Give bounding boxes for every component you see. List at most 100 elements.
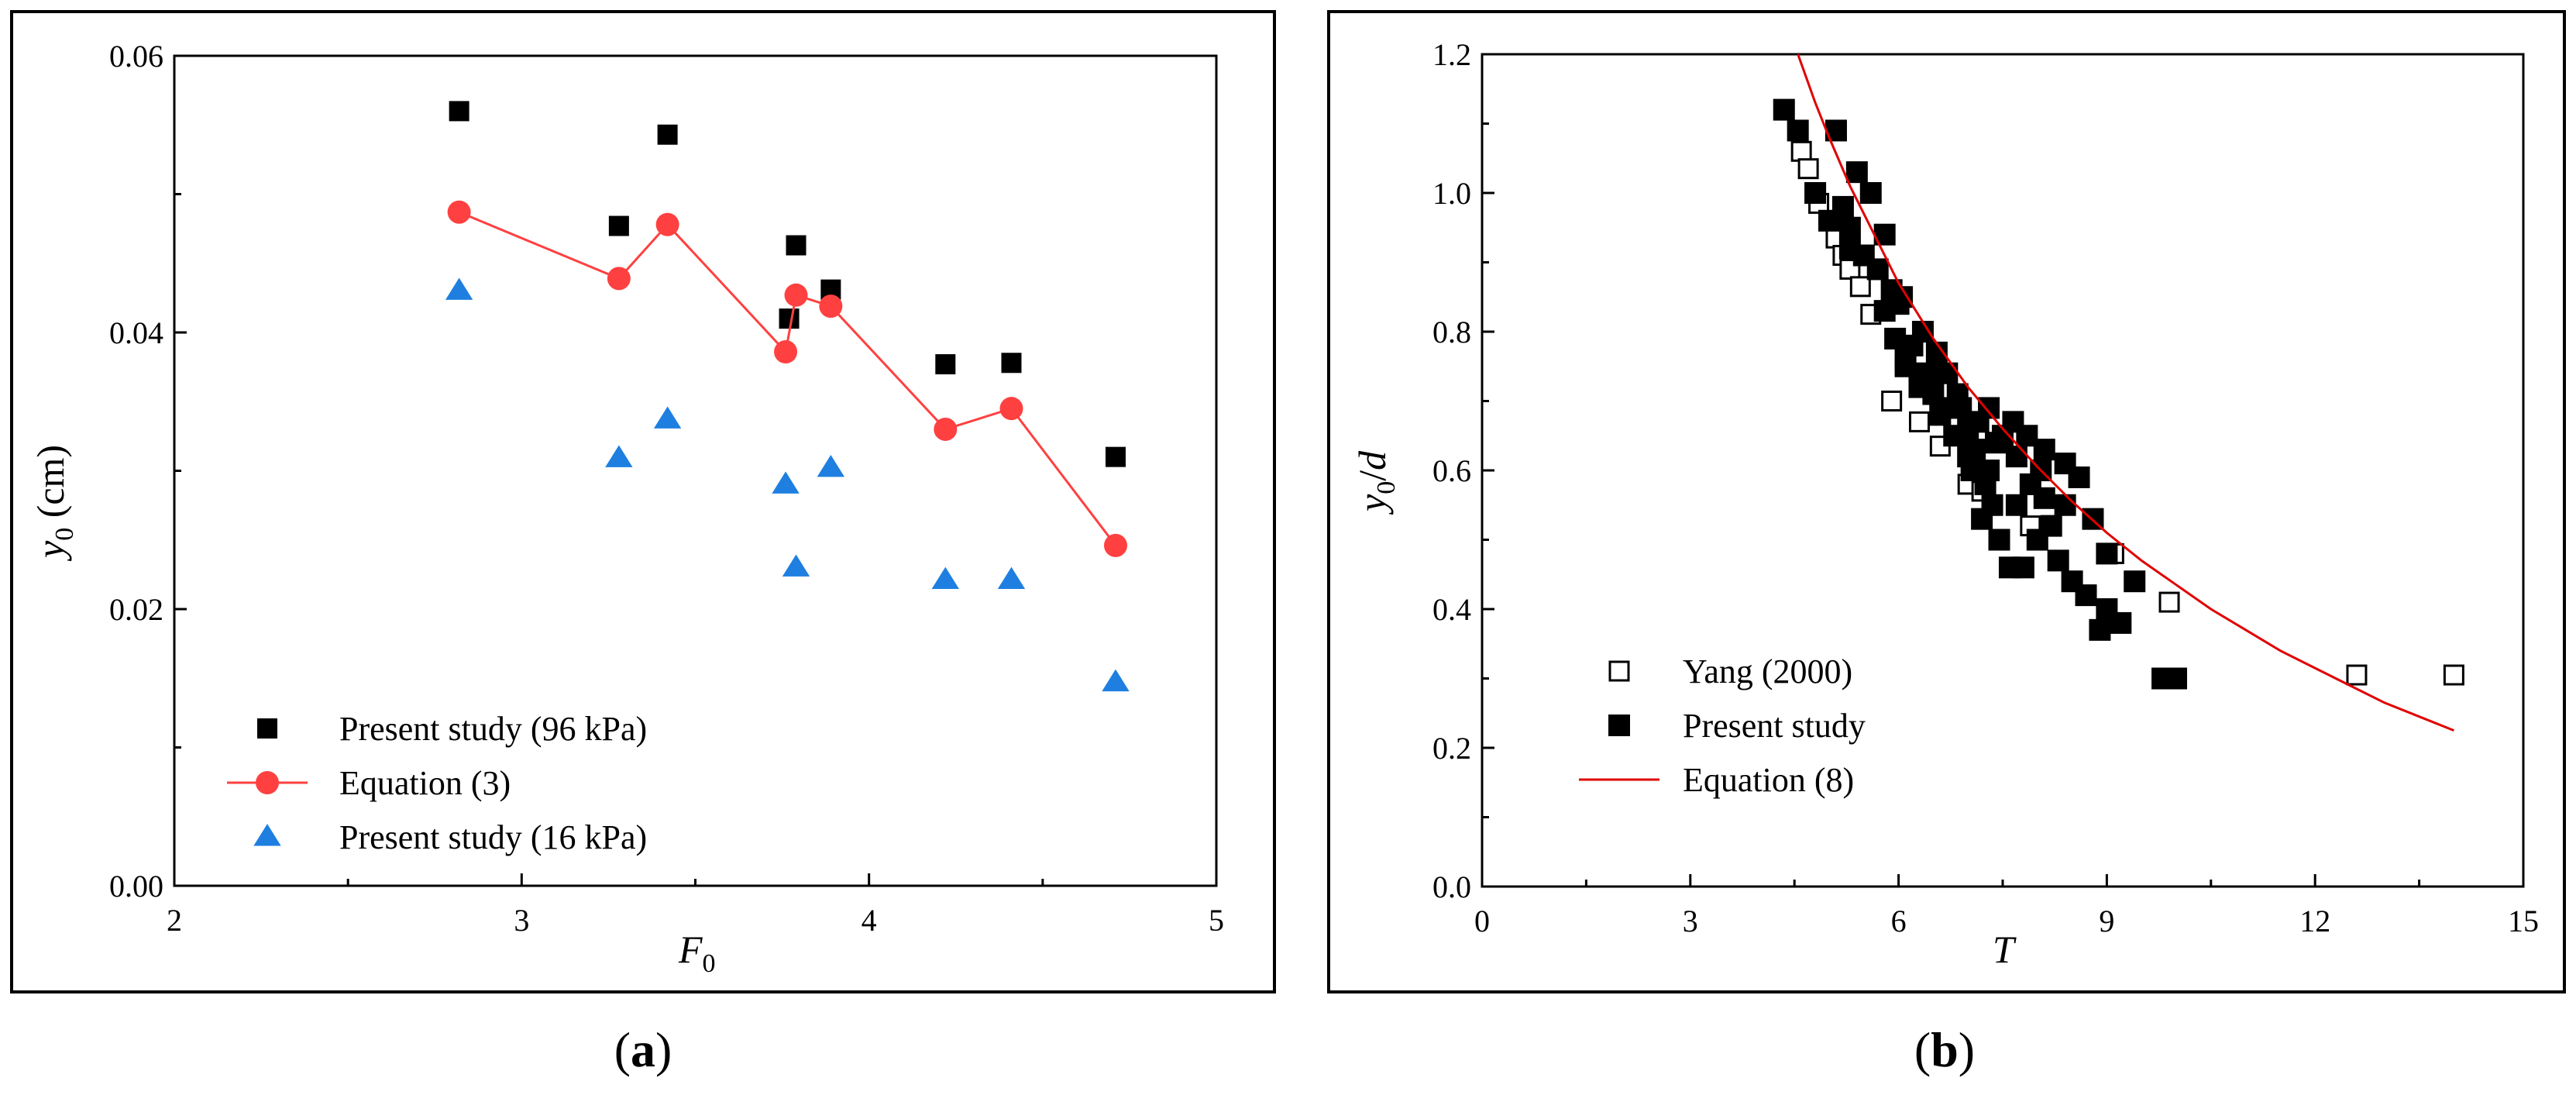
data-point-series-0 [2158,591,2180,613]
data-point-series-1 [2089,618,2111,641]
data-point-series-0 [1001,353,1022,374]
y-tick-label: 1.2 [1432,37,1471,72]
panel-b-tick-labels: 0 3 6 9 12 15 0.0 0.2 0.4 0.6 0.8 1.0 1.2 [1432,37,2539,938]
data-point-series-0 [779,308,800,329]
legend-label-1: Present study [1683,707,1866,745]
data-point-series-1 [1838,216,1861,239]
data-point-series-1 [2054,494,2076,516]
x-tick-label: 0 [1474,904,1490,938]
data-point-series-1 [1804,182,1827,204]
data-point-series-1 [1894,355,1917,377]
data-point-series-1 [1873,300,1896,322]
data-point-series-1 [1978,460,2000,481]
panel-a-caption: (a) [614,1022,672,1077]
data-point-series-1 [1859,182,1882,204]
data-point-series-2 [1102,669,1130,692]
data-point-series-1 [1915,362,1938,384]
data-point-series-1 [2005,494,2027,516]
data-point-series-1 [1978,397,2000,419]
panel-b-legend: Yang (2000) Present study Equation (8) [1579,653,1866,799]
data-point-series-0 [786,235,807,256]
data-point-series-0 [1105,446,1126,467]
data-point-series-1 [2165,667,2187,690]
y-tick-label: 0.06 [109,39,163,74]
data-point-series-1 [1845,161,1868,184]
data-point-series-1 [655,212,679,236]
y-tick-label: 1.0 [1432,176,1471,211]
x-tick-label: 3 [1683,904,1698,938]
data-point-series-1 [1988,529,2010,551]
data-point-series-1 [1957,446,1979,468]
data-point-series-1 [1981,494,2003,516]
data-point-series-0 [657,124,678,145]
panel-b-x-axis-label: T [1993,928,2017,971]
data-point-series-1 [1773,98,1795,121]
data-point-series-1 [1103,533,1127,557]
panel-b-y-axis-label: y0/d [1350,450,1401,515]
data-point-series-0 [1881,391,1903,411]
data-point-series-2 [782,554,810,577]
data-point-series-1 [2005,446,2027,468]
data-point-series-1 [1929,404,1952,426]
x-tick-label: 15 [2508,904,2539,938]
data-point-series-1 [2124,570,2146,593]
legend-label-2: Equation (8) [1683,761,1854,799]
panel-a-tick-labels: 2 3 4 5 0.00 0.02 0.04 0.06 [109,39,1224,938]
data-point-series-2 [772,471,800,494]
legend-marker-1 [1608,715,1630,736]
panel-b-plot-area [1481,53,2525,888]
legend-label-0: Present study (96 kPa) [339,710,647,748]
data-point-series-1 [999,397,1023,421]
data-point-series-1 [1831,195,1854,218]
x-tick-label: 12 [2299,904,2330,938]
data-point-series-1 [2075,584,2097,607]
panel-a: 2 3 4 5 0.00 0.02 0.04 0.06 F0 y0 (cm) Present … [10,10,1276,1077]
panel-b-data-marks [1773,53,2464,732]
data-point-series-1 [1838,237,1861,260]
data-point-series-1 [774,339,798,363]
data-point-series-1 [819,294,843,319]
data-point-series-1 [607,267,631,291]
data-point-series-0 [608,215,629,236]
panel-b-caption: (b) [1914,1022,1975,1077]
data-point-series-2 [653,406,682,429]
panel-b-ticks [1481,53,2525,888]
legend-marker-1 [256,771,279,794]
data-point-series-1 [2012,556,2034,579]
data-point-series-1 [1787,119,1809,142]
data-point-series-1 [2096,542,2118,565]
data-point-series-1 [2040,515,2062,537]
x-tick-label: 6 [1891,904,1907,938]
y-tick-label: 0.02 [109,592,163,627]
data-point-series-0 [2346,664,2368,686]
data-point-series-2 [605,445,633,467]
x-tick-label: 3 [514,903,529,938]
y-tick-label: 0.0 [1432,869,1471,904]
series-line-1 [459,211,1117,546]
legend-marker-0 [257,718,277,739]
legend-marker-2 [253,824,281,846]
data-point-series-2 [445,277,473,300]
data-point-series-2 [997,566,1026,589]
data-point-series-1 [934,417,958,441]
data-point-series-1 [1936,362,1959,384]
data-point-series-1 [447,200,471,224]
data-point-series-1 [2033,439,2055,461]
data-point-series-1 [2096,598,2118,620]
y-tick-label: 0.04 [109,315,163,350]
series-line-2 [1797,53,2454,732]
panel-a-frame [10,10,1276,993]
panel-a-legend: Present study (96 kPa) Equation (3) Presen… [227,710,647,856]
x-tick-label: 9 [2099,904,2114,938]
y-tick-label: 0.6 [1432,453,1471,488]
data-point-series-0 [935,354,956,375]
data-point-series-2 [817,455,845,477]
x-tick-label: 2 [167,903,182,938]
panel-a-data-marks [445,101,1130,692]
y-tick-label: 0.00 [109,869,163,904]
data-point-series-1 [1866,258,1889,281]
legend-label-1: Equation (3) [339,764,511,802]
panel-a-y-axis-label: y0 (cm) [29,445,79,562]
data-point-series-1 [2033,487,2055,509]
